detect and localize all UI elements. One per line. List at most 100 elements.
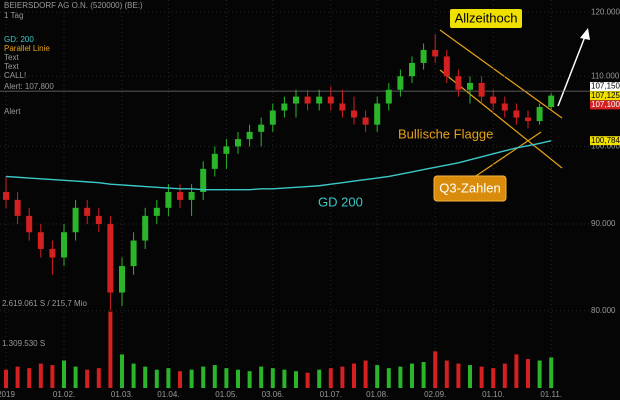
y-tick-label: 110.000 [591,71,620,80]
volume-bar [502,363,507,388]
volume-tick-label: 2.619.061 S / 215,7 Mio [2,299,88,308]
annotation: Bullische Flagge [398,126,493,141]
candle-body [536,106,543,122]
candle-body [281,103,288,111]
candle-body [177,191,183,200]
x-tick-label: 01.02. [53,390,75,399]
candle-body [26,215,33,233]
volume-bar [294,371,298,388]
volume-bar [108,311,113,388]
volume-bar [340,366,345,388]
volume-bar [375,365,380,388]
volume-bar [305,372,310,388]
moving-average [5,139,552,191]
annotation-box [433,175,507,202]
y-tick-label: 120.000 [591,7,620,16]
volume-bar [85,369,90,388]
candle-body [316,96,323,104]
candle-body [84,207,91,216]
price-label-box [590,82,620,92]
price-label-box [590,91,620,101]
volume-bar [259,366,264,388]
volume-bar [444,360,449,388]
candle-body [490,96,497,104]
candle-body [188,191,195,200]
candle-body [49,248,56,258]
volume-bar [120,354,124,388]
candle-body [95,215,102,225]
volume-bar [468,365,472,388]
volume-tick-label: 1.309.530 S [2,339,45,348]
price-label: 107,125 [591,91,620,100]
candle-body [61,232,67,258]
x-tick-label: 01.07. [320,390,342,399]
volume-bar [398,366,403,388]
x-tick-label: 01.04. [157,390,179,399]
volume-bar [143,366,148,388]
volume-bar [236,369,240,388]
y-tick-label: 90.000 [591,219,616,228]
volume-bar [433,351,438,388]
volume-bar [38,363,43,388]
legend-entry: Text [4,53,19,62]
candle-body [258,124,265,132]
candle-body [339,103,346,111]
candle-body [304,96,311,104]
annotation-pointer [469,131,542,181]
price-label: 107,100 [591,100,620,109]
volume-bar [270,368,275,388]
x-tick-label: 01.11. [540,390,562,399]
candle-body [327,96,334,104]
volume-bar [178,371,182,388]
volume-bar [189,369,194,388]
candle-body [165,191,172,208]
candle-body [455,76,462,90]
volume-bar [166,368,171,388]
x-tick-label: 01.08. [366,390,388,399]
volume-bar [421,362,426,388]
x-tick-label: 2019 [0,390,15,399]
candle-body [478,82,485,97]
price-label: 100,784 [591,136,620,145]
volume-bar [537,360,542,388]
annotation: Allzeithoch [455,10,518,25]
candle-body [374,103,381,125]
x-tick-label: 01.10. [482,390,504,399]
candle-body [107,224,114,293]
annotation: Q3-Zahlen [439,180,500,195]
x-tick-label: 01.05. [215,390,237,399]
volume-bar [201,366,206,388]
volume-bar [317,369,322,388]
candle-body [385,89,392,104]
volume-bar [73,366,78,388]
candle-body [246,131,253,140]
legend-entry: Alert [4,107,21,116]
candle-body [269,110,276,125]
candle-body [142,215,149,241]
candle-body [525,117,531,122]
candle-body [409,62,415,77]
candle-body [420,49,427,63]
candle-body [235,139,241,147]
legend-entry: Text [4,62,19,71]
candle-body [548,95,555,107]
candle-body [130,240,137,267]
volume-bar [456,363,461,388]
volume-bar [352,363,356,388]
alert-label: Alert: 107,800 [4,82,54,91]
volume-bar [514,354,519,388]
candle-body [351,110,357,118]
annotation-box [450,9,522,28]
volume-bar [154,369,159,388]
candle-body [14,199,21,216]
volume-bar [526,358,530,388]
candle-body [211,153,218,169]
volume-bar [50,365,55,388]
price-label-box [590,100,620,110]
legend-entry: GD: 200 [4,35,34,44]
channel-upper [439,29,563,119]
volume-bar [62,360,66,388]
